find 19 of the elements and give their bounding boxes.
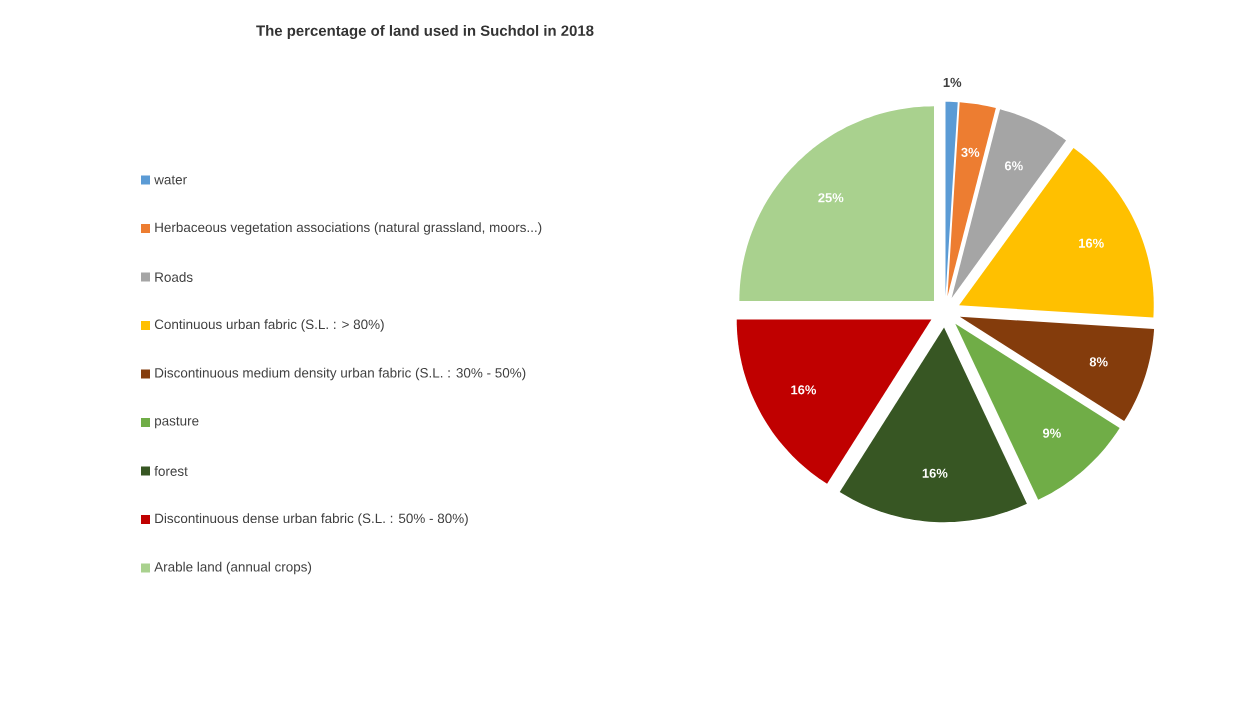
data-label: 16% (791, 385, 817, 395)
legend-label: Discontinuous dense urban fabric (S.L. : 50% - 80%) (155, 513, 468, 526)
data-label: 25% (818, 193, 844, 203)
chart-title: The percentage of land used in Suchdol in 2018 (256, 24, 594, 39)
legend-label: Roads (155, 272, 193, 282)
legend-label: Discontinuous medium density urban fabric (S.L. : 30% - 50%) (155, 367, 526, 381)
legend-label: pasture (155, 416, 199, 429)
data-label: 9% (1042, 428, 1061, 438)
legend-label: Herbaceous vegetation associations (natural grassland, moors...) (155, 222, 542, 235)
legend-label: Arable land (annual crops) (154, 561, 312, 575)
legend-label: forest (154, 466, 188, 476)
data-label: 16% (922, 468, 948, 478)
data-label: 3% (961, 147, 980, 158)
data-label: 6% (1004, 161, 1023, 171)
legend-label: Continuous urban fabric (S.L. : > 80%) (154, 319, 384, 332)
legend-label: water (154, 175, 187, 185)
data-label: 1% (943, 77, 962, 87)
data-label: 16% (1079, 238, 1104, 248)
data-label: 8% (1089, 357, 1108, 367)
